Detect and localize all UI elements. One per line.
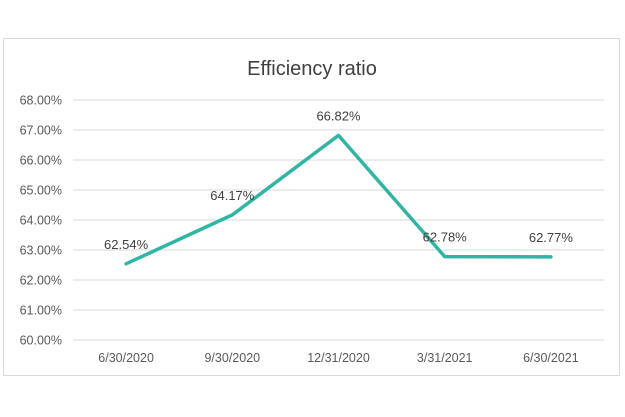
y-tick-label: 60.00% [20,334,62,348]
data-label: 66.82% [316,108,361,123]
gridlines [73,99,604,341]
y-tick-label: 68.00% [20,94,62,108]
y-tick-label: 64.00% [20,214,62,228]
series-line [124,133,553,266]
y-tick-label: 65.00% [20,184,62,198]
x-tick-label: 9/30/2020 [204,351,260,365]
x-tick-label: 12/31/2020 [307,351,370,365]
data-label: 64.17% [210,188,255,203]
y-tick-label: 63.00% [20,244,62,258]
y-axis-ticks: 60.00% 61.00% 62.00% 63.00% 64.00% 65.00% 66.0… [20,94,62,348]
x-axis-ticks: 6/30/2020 9/30/2020 12/31/2020 3/31/2021 6/3… [98,351,578,365]
x-tick-label: 3/31/2021 [417,351,473,365]
data-labels: 62.54% 64.17% 66.82% 62.78% 62.77% [104,108,573,251]
data-label: 62.54% [104,237,149,252]
y-tick-label: 66.00% [20,154,62,168]
series-group [124,133,553,266]
data-label: 62.77% [529,230,574,245]
y-tick-label: 67.00% [20,124,62,138]
chart-title: Efficiency ratio [247,58,377,80]
data-label: 62.78% [423,230,468,245]
x-tick-label: 6/30/2021 [523,351,579,365]
chart-frame [3,38,620,376]
y-tick-label: 62.00% [20,274,62,288]
y-tick-label: 61.00% [20,304,62,318]
x-tick-label: 6/30/2020 [98,351,154,365]
